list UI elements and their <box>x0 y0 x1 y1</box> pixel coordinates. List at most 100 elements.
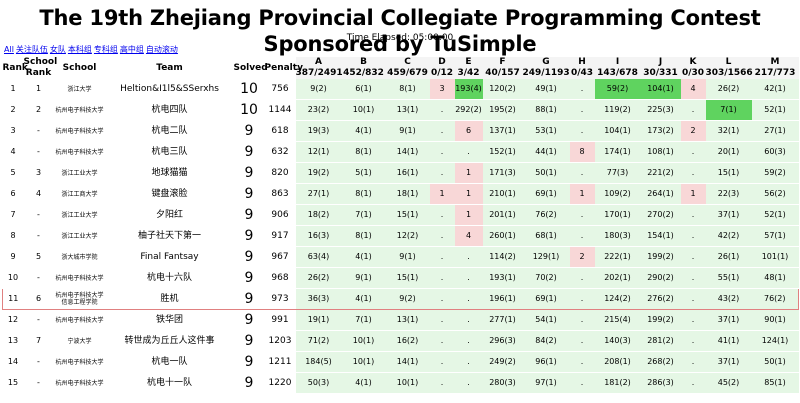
penalty-cell: 968 <box>264 267 296 289</box>
school-rank-cell: 1 <box>23 79 54 100</box>
solved-count: 9 <box>233 162 265 184</box>
problem-header-h: H 0/43 <box>569 57 595 79</box>
filter-link[interactable]: 自动滚动 <box>145 45 178 54</box>
problem-cell-e: 1 <box>454 162 483 184</box>
problem-cell-c: 9(1) <box>385 120 430 142</box>
problem-cell-d: . <box>429 225 455 247</box>
problem-cell-e: 193(4) <box>454 79 483 100</box>
filter-link[interactable]: 本科组 <box>67 45 92 54</box>
filter-link[interactable]: All <box>4 45 14 54</box>
problem-cell-l: 41(1) <box>705 330 752 352</box>
problem-cell-c: 16(2) <box>385 330 430 352</box>
problem-cell-e: 292(2) <box>454 99 483 121</box>
problem-header-b: B 452/832 <box>341 57 386 79</box>
school-cell: 浙江工业大学 <box>53 204 106 226</box>
school-rank-cell: - <box>23 372 54 394</box>
problem-cell-m: 124(1) <box>751 330 799 352</box>
problem-cell-f: 137(1) <box>482 120 523 142</box>
table-row: 8- 浙江工业大学 柚子社天下第一 9 917 16(3) 8(1) 12(2). 4 260(1… <box>2 225 799 247</box>
problem-cell-g: 84(2) <box>522 330 570 352</box>
problem-header-l: L 303/1566 <box>705 57 753 79</box>
filter-link[interactable]: 高中组 <box>119 45 144 54</box>
problem-cell-h: . <box>569 372 595 394</box>
solved-count: 9 <box>233 288 265 310</box>
problem-cell-f: 120(2) <box>482 79 523 100</box>
problem-cell-l: 43(2) <box>705 288 752 310</box>
problem-cell-l: 15(1) <box>705 162 752 184</box>
school-cell: 浙江大学 <box>53 79 106 100</box>
problem-cell-h: . <box>569 99 595 121</box>
problem-cell-b: 10(1) <box>341 99 386 121</box>
filter-link[interactable]: 专科组 <box>93 45 118 54</box>
solved-count: 10 <box>233 99 265 121</box>
school-rank-cell: - <box>23 267 54 289</box>
penalty-cell: 618 <box>264 120 296 142</box>
problem-cell-d: . <box>429 288 455 310</box>
table-row: 2 2 杭州电子科技大学 杭电四队 10 1144 23(2) 10(1) 13(1). 292(… <box>2 99 799 121</box>
problem-cell-j: 281(2) <box>640 330 681 352</box>
problem-cell-j: 225(3) <box>640 99 681 121</box>
solved-count: 10 <box>233 79 265 100</box>
problem-cell-h: . <box>569 309 595 331</box>
problem-cell-h: . <box>569 162 595 184</box>
problem-cell-l: 37(1) <box>705 309 752 331</box>
problem-cell-g: 44(1) <box>522 141 570 163</box>
problem-header-g: G 249/1193 <box>522 57 570 79</box>
problem-cell-i: 181(2) <box>594 372 641 394</box>
problem-cell-b: 4(1) <box>341 288 386 310</box>
problem-cell-i: 124(2) <box>594 288 641 310</box>
filter-link[interactable]: 女队 <box>49 45 66 54</box>
school-rank-cell: - <box>23 120 54 142</box>
team-name: 柚子社天下第一 <box>105 225 234 247</box>
problem-cell-g: 68(1) <box>522 225 570 247</box>
problem-cell-h: . <box>569 288 595 310</box>
problem-cell-e: . <box>454 351 483 373</box>
school-cell: 杭州电子科技大学 <box>53 309 106 331</box>
problem-cell-h: . <box>569 267 595 289</box>
penalty-cell: 967 <box>264 246 296 268</box>
problem-cell-k: . <box>680 225 706 247</box>
scoreboard-table: Rank School Rank School Team Solved Penal… <box>2 57 799 394</box>
school-rank-cell: - <box>23 141 54 163</box>
problem-cell-h: . <box>569 225 595 247</box>
penalty-cell: 820 <box>264 162 296 184</box>
problem-cell-b: 7(1) <box>341 204 386 226</box>
problem-cell-j: 264(1) <box>640 183 681 205</box>
school-rank-cell: 3 <box>23 162 54 184</box>
problem-cell-c: 14(1) <box>385 141 430 163</box>
problem-cell-d: . <box>429 351 455 373</box>
problem-cell-f: 249(2) <box>482 351 523 373</box>
team-name: 杭电十一队 <box>105 372 234 394</box>
problem-cell-c: 9(1) <box>385 246 430 268</box>
problem-cell-a: 18(2) <box>295 204 342 226</box>
team-name: 键盘滚脸 <box>105 183 234 205</box>
problem-cell-k: . <box>680 162 706 184</box>
problem-cell-c: 15(1) <box>385 204 430 226</box>
rank-cell: 9 <box>2 246 24 268</box>
problem-cell-f: 280(3) <box>482 372 523 394</box>
problem-cell-k: 1 <box>680 183 706 205</box>
problem-cell-b: 9(1) <box>341 267 386 289</box>
school-cell: 宁波大学 <box>53 330 106 352</box>
problem-cell-e: . <box>454 246 483 268</box>
problem-cell-k: . <box>680 204 706 226</box>
school-rank-cell: 2 <box>23 99 54 121</box>
problem-cell-k: . <box>680 267 706 289</box>
problem-cell-h: . <box>569 79 595 100</box>
problem-cell-m: 90(1) <box>751 309 799 331</box>
problem-header-c: C 459/679 <box>385 57 430 79</box>
problem-cell-m: 59(2) <box>751 162 799 184</box>
problem-cell-l: 42(2) <box>705 225 752 247</box>
problem-cell-m: 50(1) <box>751 351 799 373</box>
problem-cell-l: 7(1) <box>705 99 752 121</box>
filter-link[interactable]: 关注队伍 <box>15 45 48 54</box>
team-name: 转世成为丘丘人这件事 <box>105 330 234 352</box>
problem-cell-h: 8 <box>569 141 595 163</box>
rank-cell: 4 <box>2 141 24 163</box>
problem-cell-b: 4(1) <box>341 372 386 394</box>
problem-cell-e: 4 <box>454 225 483 247</box>
solved-count: 9 <box>233 246 265 268</box>
table-row: 15- 杭州电子科技大学 杭电十一队 9 1220 50(3) 4(1) 10(1).. 280… <box>2 372 799 394</box>
problem-cell-i: 180(3) <box>594 225 641 247</box>
problem-cell-d: . <box>429 309 455 331</box>
